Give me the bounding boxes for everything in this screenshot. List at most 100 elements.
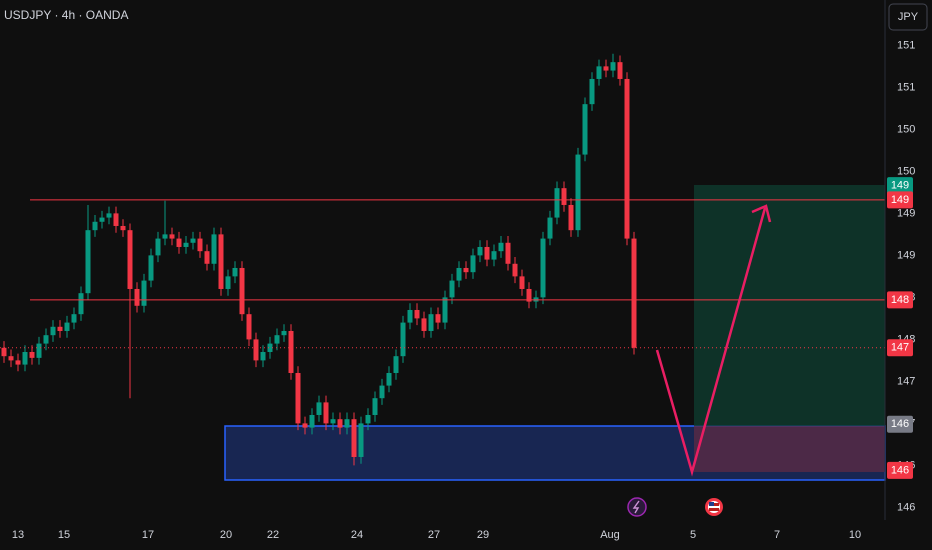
candle-body <box>190 238 196 243</box>
candle-body <box>127 230 133 289</box>
x-tick-label: 15 <box>58 529 70 541</box>
y-tick-label: 149 <box>897 249 915 261</box>
target-zone <box>694 185 885 426</box>
candle-body <box>71 314 77 323</box>
candle-body <box>36 343 42 358</box>
candle-body <box>428 314 434 331</box>
y-tick-label: 151 <box>897 81 915 93</box>
candle-body <box>561 188 567 205</box>
candle-body <box>393 356 399 373</box>
event-icon <box>627 497 647 517</box>
candle-body <box>547 217 553 239</box>
candle-body <box>596 66 602 79</box>
candle-body <box>204 251 210 264</box>
candle-body <box>449 280 455 298</box>
candle-body <box>295 372 301 424</box>
candle-body <box>491 251 497 260</box>
candle-body <box>211 234 217 264</box>
candle-body <box>225 276 231 289</box>
candle-body <box>260 351 266 361</box>
candle-body <box>631 238 637 348</box>
candle-body <box>148 255 154 281</box>
x-tick-label: 10 <box>849 529 861 541</box>
candle-body <box>603 66 609 71</box>
candle-body <box>162 234 168 239</box>
candle-body <box>22 351 28 365</box>
candle-body <box>120 225 126 231</box>
candle-body <box>330 419 336 424</box>
candle-body <box>372 398 378 415</box>
candle-body <box>274 335 280 344</box>
candle-body <box>267 343 273 352</box>
price-label-box <box>887 339 913 357</box>
candle-body <box>50 326 56 336</box>
x-tick-label: 27 <box>428 529 440 541</box>
candle-body <box>519 276 525 289</box>
candle-body <box>281 330 287 336</box>
y-tick-label: 147 <box>897 375 915 387</box>
candle-body <box>232 267 238 277</box>
candle-body <box>463 267 469 273</box>
candle-body <box>29 351 35 358</box>
candle-body <box>400 322 406 357</box>
x-tick-label: 29 <box>477 529 489 541</box>
price-label: 148 <box>891 294 909 306</box>
candle-body <box>323 402 329 424</box>
candle-body <box>575 154 581 231</box>
candle-body <box>169 234 175 239</box>
price-label: 146 <box>891 418 909 430</box>
candle-body <box>498 242 504 252</box>
candle-body <box>379 385 385 399</box>
candle-body <box>155 238 161 256</box>
y-tick-label: 150 <box>897 165 915 177</box>
price-label-box <box>887 461 913 479</box>
x-tick-label: 22 <box>267 529 279 541</box>
candle-body <box>512 263 518 277</box>
candle-body <box>92 221 98 231</box>
candle-body <box>57 326 63 331</box>
candle-body <box>176 238 182 247</box>
stop-zone <box>694 426 885 472</box>
candle-body <box>442 297 448 323</box>
candle-body <box>99 217 105 222</box>
currency-label: JPY <box>898 11 919 23</box>
x-tick-label: 13 <box>12 529 24 541</box>
price-label-box <box>887 415 913 433</box>
candle-body <box>337 419 343 428</box>
x-tick-label: 5 <box>690 529 696 541</box>
price-label-box <box>887 291 913 309</box>
price-label: 149 <box>891 180 909 192</box>
x-tick-label: Aug <box>600 529 620 541</box>
price-label: 146 <box>891 464 909 476</box>
candle-body <box>582 104 588 155</box>
candle-body <box>253 339 259 361</box>
currency-button[interactable] <box>888 3 928 31</box>
candle-body <box>288 330 294 373</box>
candle-body <box>477 246 483 256</box>
candle-body <box>302 423 308 428</box>
candle-body <box>197 238 203 252</box>
chart-title: USDJPY · 4h · OANDA <box>4 8 128 22</box>
candle-body <box>407 309 413 323</box>
candle-body <box>435 314 441 323</box>
candle-body <box>218 234 224 289</box>
candle-body <box>78 293 84 315</box>
candle-body <box>344 419 350 428</box>
candle-body <box>43 335 49 344</box>
candle-body <box>316 402 322 415</box>
candle-body <box>470 255 476 273</box>
candle-body <box>113 213 119 226</box>
x-tick-label: 24 <box>351 529 363 541</box>
candle-body <box>1 347 7 357</box>
price-label-box <box>887 177 913 195</box>
candle-body <box>505 242 511 264</box>
x-tick-label: 7 <box>774 529 780 541</box>
candle-body <box>239 267 245 315</box>
price-label: 147 <box>891 342 909 354</box>
candle-body <box>106 213 112 218</box>
candle-body <box>554 188 560 218</box>
candle-body <box>246 314 252 340</box>
y-tick-label: 149 <box>897 207 915 219</box>
x-tick-label: 17 <box>142 529 154 541</box>
